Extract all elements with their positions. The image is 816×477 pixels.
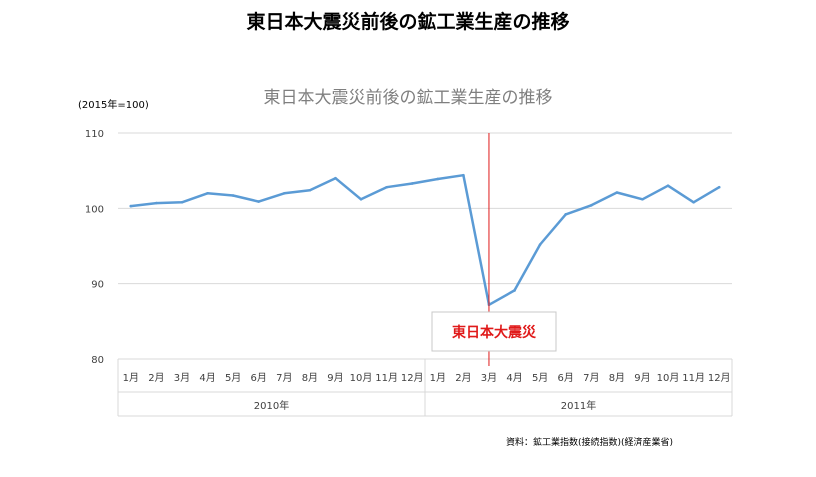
source-note: 資料：鉱工業指数(接続指数)(経済産業省) <box>506 438 674 448</box>
x-tick-label: 4月 <box>199 372 215 384</box>
data-point <box>641 197 644 201</box>
x-tick-label: 8月 <box>302 372 318 384</box>
y-tick-label: 100 <box>85 204 104 215</box>
data-point <box>615 191 619 194</box>
x-tick-label: 10月 <box>657 372 680 384</box>
data-point <box>436 177 440 181</box>
data-point <box>410 182 414 185</box>
data-point <box>538 243 542 246</box>
x-tick-label: 1月 <box>123 372 139 384</box>
x-tick-label: 11月 <box>682 372 705 384</box>
y-tick-label: 90 <box>91 280 104 291</box>
data-point <box>180 201 184 204</box>
y-tick-label: 110 <box>85 129 104 140</box>
chart-title: 東日本大震災前後の鉱工業生産の推移 <box>264 88 553 108</box>
event-label-box <box>431 311 557 352</box>
x-tick-label: 5月 <box>532 372 548 384</box>
data-point <box>257 200 261 203</box>
x-tick-label: 4月 <box>506 372 522 384</box>
x-tick-label: 9月 <box>327 372 343 384</box>
x-tick-label: 6月 <box>558 372 574 384</box>
x-tick-label: 2月 <box>148 372 164 384</box>
x-tick-label: 12月 <box>708 372 731 384</box>
data-point <box>692 201 695 204</box>
year-label: 2011年 <box>561 399 596 412</box>
data-point <box>308 188 312 192</box>
data-point <box>282 191 286 195</box>
data-point <box>155 201 158 205</box>
page-title: 東日本大震災前後の鉱工業生産の推移 <box>246 11 570 33</box>
data-point <box>334 176 337 180</box>
series-line <box>129 173 721 307</box>
data-point <box>717 185 721 189</box>
x-tick-label: 9月 <box>634 372 650 384</box>
data-point <box>206 191 209 195</box>
x-tick-label: 7月 <box>276 372 292 384</box>
year-label: 2010年 <box>254 399 289 412</box>
x-tick-label: 7月 <box>583 372 599 384</box>
x-tick-label: 8月 <box>609 372 625 384</box>
x-tick-label: 2月 <box>455 372 471 384</box>
x-tick-label: 5月 <box>225 372 241 384</box>
data-point <box>359 197 363 201</box>
x-tick-label: 3月 <box>174 372 190 384</box>
data-point <box>462 173 465 177</box>
data-point <box>231 194 235 197</box>
data-point <box>666 184 670 188</box>
x-tick-label: 10月 <box>350 372 373 384</box>
x-tick-label: 12月 <box>401 372 424 384</box>
data-point <box>129 204 133 208</box>
x-tick-label: 3月 <box>481 372 497 384</box>
x-tick-label: 6月 <box>251 372 267 384</box>
y-unit-label: (2015年=100) <box>78 98 149 111</box>
event-label: 東日本大震災 <box>452 324 537 341</box>
x-tick-label: 11月 <box>375 372 398 384</box>
data-point <box>564 213 568 216</box>
y-tick-label: 80 <box>91 355 104 366</box>
x-tick-label: 1月 <box>430 372 446 384</box>
data-point <box>589 204 593 207</box>
data-point <box>385 185 388 189</box>
data-point <box>513 289 516 292</box>
